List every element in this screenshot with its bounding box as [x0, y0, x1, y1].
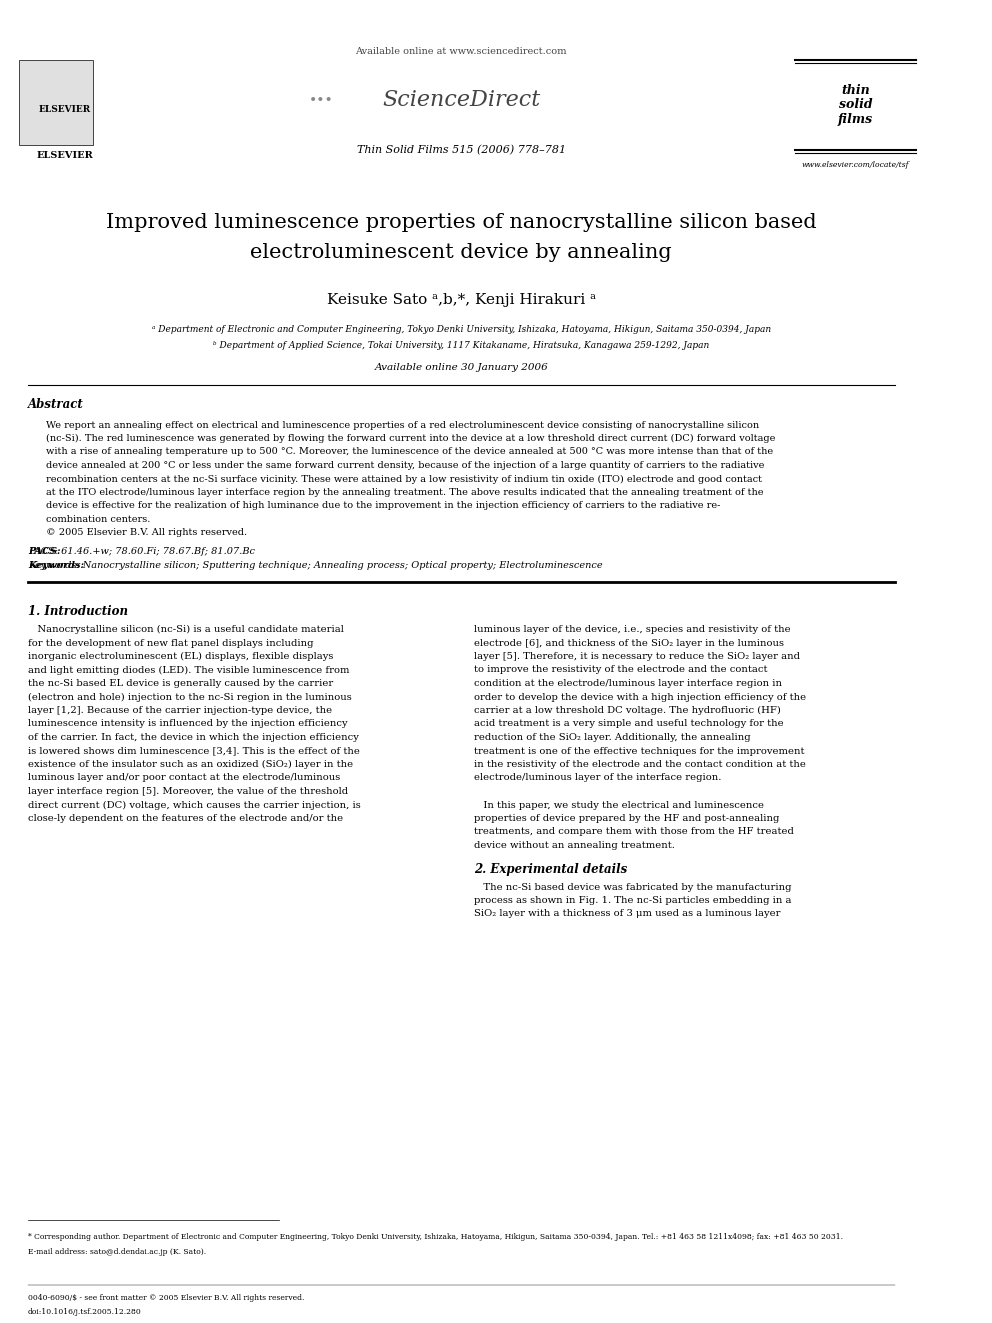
- Text: existence of the insulator such as an oxidized (SiO₂) layer in the: existence of the insulator such as an ox…: [28, 759, 353, 769]
- Text: recombination centers at the nc-Si surface vicinity. These were attained by a lo: recombination centers at the nc-Si surfa…: [47, 475, 763, 484]
- Text: luminous layer and/or poor contact at the electrode/luminous: luminous layer and/or poor contact at th…: [28, 774, 340, 782]
- Text: device without an annealing treatment.: device without an annealing treatment.: [474, 841, 676, 849]
- Text: In this paper, we study the electrical and luminescence: In this paper, we study the electrical a…: [474, 800, 764, 810]
- Text: device annealed at 200 °C or less under the same forward current density, becaus: device annealed at 200 °C or less under …: [47, 460, 765, 470]
- Text: for the development of new flat panel displays including: for the development of new flat panel di…: [28, 639, 313, 647]
- Text: ScienceDirect: ScienceDirect: [382, 89, 541, 111]
- Text: (nc-Si). The red luminescence was generated by flowing the forward current into : (nc-Si). The red luminescence was genera…: [47, 434, 776, 443]
- Text: luminous layer of the device, i.e., species and resistivity of the: luminous layer of the device, i.e., spec…: [474, 624, 791, 634]
- Text: doi:10.1016/j.tsf.2005.12.280: doi:10.1016/j.tsf.2005.12.280: [28, 1308, 142, 1316]
- Text: layer [1,2]. Because of the carrier injection-type device, the: layer [1,2]. Because of the carrier inje…: [28, 706, 332, 714]
- Text: direct current (DC) voltage, which causes the carrier injection, is: direct current (DC) voltage, which cause…: [28, 800, 361, 810]
- Text: ᵃ Department of Electronic and Computer Engineering, Tokyo Denki University, Ish: ᵃ Department of Electronic and Computer …: [152, 325, 771, 335]
- Text: 2. Experimental details: 2. Experimental details: [474, 863, 628, 876]
- Text: inorganic electroluminescent (EL) displays, flexible displays: inorganic electroluminescent (EL) displa…: [28, 652, 333, 662]
- Text: thin
solid
films: thin solid films: [838, 83, 873, 127]
- Text: reduction of the SiO₂ layer. Additionally, the annealing: reduction of the SiO₂ layer. Additionall…: [474, 733, 751, 742]
- Text: with a rise of annealing temperature up to 500 °C. Moreover, the luminescence of: with a rise of annealing temperature up …: [47, 447, 774, 456]
- Text: © 2005 Elsevier B.V. All rights reserved.: © 2005 Elsevier B.V. All rights reserved…: [47, 528, 248, 537]
- Text: Keywords:: Keywords:: [28, 561, 84, 570]
- Text: Keisuke Sato ᵃ,b,*, Kenji Hirakuri ᵃ: Keisuke Sato ᵃ,b,*, Kenji Hirakuri ᵃ: [326, 292, 596, 307]
- Text: electrode/luminous layer of the interface region.: electrode/luminous layer of the interfac…: [474, 774, 721, 782]
- Text: the nc-Si based EL device is generally caused by the carrier: the nc-Si based EL device is generally c…: [28, 679, 333, 688]
- Text: Improved luminescence properties of nanocrystalline silicon based: Improved luminescence properties of nano…: [106, 213, 816, 232]
- Bar: [19, 60, 93, 146]
- Text: •••: •••: [309, 93, 333, 107]
- Text: We report an annealing effect on electrical and luminescence properties of a red: We report an annealing effect on electri…: [47, 421, 760, 430]
- Text: SiO₂ layer with a thickness of 3 μm used as a luminous layer: SiO₂ layer with a thickness of 3 μm used…: [474, 909, 781, 918]
- Text: properties of device prepared by the HF and post-annealing: properties of device prepared by the HF …: [474, 814, 780, 823]
- Text: of the carrier. In fact, the device in which the injection efficiency: of the carrier. In fact, the device in w…: [28, 733, 359, 742]
- Text: PACS: 61.46.+w; 78.60.Fi; 78.67.Bf; 81.07.Bc: PACS: 61.46.+w; 78.60.Fi; 78.67.Bf; 81.0…: [28, 546, 255, 556]
- Text: process as shown in Fig. 1. The nc-Si particles embedding in a: process as shown in Fig. 1. The nc-Si pa…: [474, 896, 792, 905]
- Text: carrier at a low threshold DC voltage. The hydrofluoric (HF): carrier at a low threshold DC voltage. T…: [474, 706, 781, 714]
- Text: ᵇ Department of Applied Science, Tokai University, 1117 Kitakaname, Hiratsuka, K: ᵇ Department of Applied Science, Tokai U…: [213, 341, 709, 351]
- Text: 0040-6090/$ - see front matter © 2005 Elsevier B.V. All rights reserved.: 0040-6090/$ - see front matter © 2005 El…: [28, 1294, 305, 1302]
- Text: treatment is one of the effective techniques for the improvement: treatment is one of the effective techni…: [474, 746, 805, 755]
- Text: The nc-Si based device was fabricated by the manufacturing: The nc-Si based device was fabricated by…: [474, 882, 792, 892]
- Text: layer interface region [5]. Moreover, the value of the threshold: layer interface region [5]. Moreover, th…: [28, 787, 348, 796]
- Text: www.elsevier.com/locate/tsf: www.elsevier.com/locate/tsf: [802, 161, 910, 169]
- Text: order to develop the device with a high injection efficiency of the: order to develop the device with a high …: [474, 692, 806, 701]
- Text: Thin Solid Films 515 (2006) 778–781: Thin Solid Films 515 (2006) 778–781: [357, 144, 565, 155]
- Text: Abstract: Abstract: [28, 398, 83, 411]
- Text: Available online 30 January 2006: Available online 30 January 2006: [374, 364, 549, 373]
- Text: ELSEVIER: ELSEVIER: [39, 106, 91, 115]
- Text: is lowered shows dim luminescence [3,4]. This is the effect of the: is lowered shows dim luminescence [3,4].…: [28, 746, 360, 755]
- Text: combination centers.: combination centers.: [47, 515, 151, 524]
- Text: device is effective for the realization of high luminance due to the improvement: device is effective for the realization …: [47, 501, 721, 511]
- Text: close-ly dependent on the features of the electrode and/or the: close-ly dependent on the features of th…: [28, 814, 343, 823]
- Text: condition at the electrode/luminous layer interface region in: condition at the electrode/luminous laye…: [474, 679, 783, 688]
- Text: in the resistivity of the electrode and the contact condition at the: in the resistivity of the electrode and …: [474, 759, 806, 769]
- Text: layer [5]. Therefore, it is necessary to reduce the SiO₂ layer and: layer [5]. Therefore, it is necessary to…: [474, 652, 801, 662]
- Text: Available online at www.sciencedirect.com: Available online at www.sciencedirect.co…: [355, 48, 567, 57]
- Text: electrode [6], and thickness of the SiO₂ layer in the luminous: electrode [6], and thickness of the SiO₂…: [474, 639, 785, 647]
- Text: ELSEVIER: ELSEVIER: [37, 151, 93, 160]
- Text: electroluminescent device by annealing: electroluminescent device by annealing: [250, 242, 673, 262]
- Text: and light emitting diodes (LED). The visible luminescence from: and light emitting diodes (LED). The vis…: [28, 665, 349, 675]
- Text: treatments, and compare them with those from the HF treated: treatments, and compare them with those …: [474, 827, 795, 836]
- Text: at the ITO electrode/luminous layer interface region by the annealing treatment.: at the ITO electrode/luminous layer inte…: [47, 488, 764, 497]
- Text: Nanocrystalline silicon (nc-Si) is a useful candidate material: Nanocrystalline silicon (nc-Si) is a use…: [28, 624, 344, 634]
- Text: 1. Introduction: 1. Introduction: [28, 605, 128, 618]
- Text: acid treatment is a very simple and useful technology for the: acid treatment is a very simple and usef…: [474, 720, 784, 729]
- Text: to improve the resistivity of the electrode and the contact: to improve the resistivity of the electr…: [474, 665, 768, 675]
- Text: (electron and hole) injection to the nc-Si region in the luminous: (electron and hole) injection to the nc-…: [28, 692, 351, 701]
- Text: luminescence intensity is influenced by the injection efficiency: luminescence intensity is influenced by …: [28, 720, 347, 729]
- Text: PACS:: PACS:: [28, 546, 61, 556]
- Text: * Corresponding author. Department of Electronic and Computer Engineering, Tokyo: * Corresponding author. Department of El…: [28, 1233, 843, 1241]
- Text: E-mail address: sato@d.dendai.ac.jp (K. Sato).: E-mail address: sato@d.dendai.ac.jp (K. …: [28, 1248, 206, 1256]
- Text: Keywords: Nanocrystalline silicon; Sputtering technique; Annealing process; Opti: Keywords: Nanocrystalline silicon; Sputt…: [28, 561, 602, 570]
